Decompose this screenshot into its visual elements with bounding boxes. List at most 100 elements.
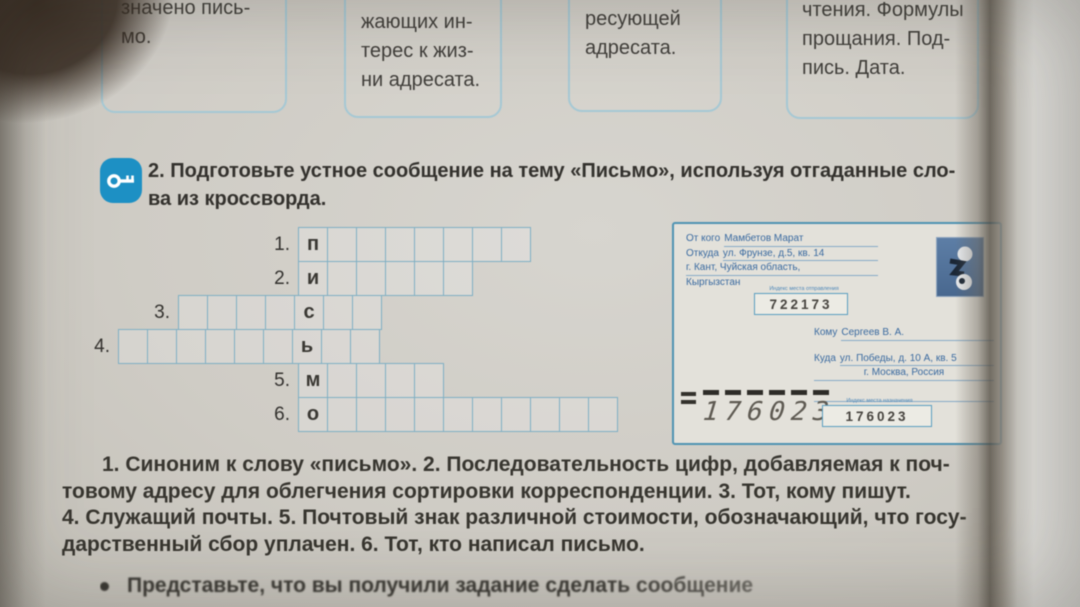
exercise-instruction: 2. Подготовьте устное сообщение на тему … — [148, 160, 956, 210]
origin-index-label: Индекс места отправления — [769, 286, 839, 292]
crossword-row: ь — [118, 329, 380, 364]
from-country-line: Кыргызстан — [686, 276, 741, 288]
crossword-cell — [236, 295, 266, 330]
crossword-row-number: 1. — [274, 234, 290, 255]
key-icon — [107, 173, 134, 188]
crossword-letter-cell: и — [298, 261, 328, 296]
crossword-cell — [443, 261, 473, 296]
origin-index-box: 722173 — [754, 293, 848, 315]
crossword: 1. п 2. и 3. с 4. ь 5. м 6. о — [94, 227, 675, 442]
to-value: Сергеев В. А. — [841, 326, 994, 341]
crossword-cell — [178, 295, 208, 330]
from-where-label: Откуда — [686, 247, 719, 259]
crossword-row: с — [178, 295, 382, 330]
crossword-cell — [327, 261, 357, 296]
crossword-cell — [501, 397, 531, 432]
crossword-cell — [350, 329, 380, 364]
crossword-row: о — [298, 397, 618, 432]
bottom-task: Представьте, что вы получили задание сде… — [100, 574, 1000, 598]
from-where-value: ул. Фрунзе, д.5, кв. 14 — [722, 247, 878, 261]
crossword-letter-cell: ь — [292, 329, 322, 364]
crossword-cell — [356, 397, 386, 432]
crossword-clues: 1. Синоним к слову «письмо». 2. Последов… — [62, 453, 967, 556]
crossword-cell — [385, 363, 415, 398]
crossword-cell — [352, 295, 382, 330]
crossword-cell — [205, 329, 235, 364]
crossword-cell — [327, 397, 357, 432]
crossword-cell — [414, 261, 444, 296]
crossword-cell — [263, 329, 293, 364]
destination-index-box: 176023 — [822, 405, 932, 427]
crossword-cell — [118, 329, 148, 364]
bullet-icon — [100, 581, 109, 591]
destination-index-zone: Индекс места назначения 176023 — [822, 398, 937, 427]
crossword-row: п — [298, 227, 531, 262]
crossword-cell — [327, 227, 357, 262]
crossword-cell — [588, 397, 618, 432]
crossword-row-number: 2. — [274, 268, 290, 289]
crossword-row-number: 5. — [274, 370, 290, 391]
handwritten-digit: 1 — [701, 390, 721, 427]
crossword-letter-cell: с — [294, 295, 324, 330]
crossword-cell — [501, 227, 531, 262]
crossword-cell — [530, 397, 560, 432]
to-city-line: г. Москва, Россия — [814, 366, 994, 381]
crossword-cell — [443, 227, 473, 262]
index-corner-mark — [681, 392, 696, 408]
crossword-cell — [472, 227, 502, 262]
crossword-cell — [207, 295, 237, 330]
crossword-cell — [176, 329, 206, 364]
from-region-line: г. Кант, Чуйская область, — [686, 261, 878, 276]
handwritten-digit: 6 — [745, 390, 765, 427]
crossword-letter-cell: м — [298, 363, 328, 398]
crossword-cell — [321, 329, 351, 364]
crossword-row-number: 3. — [154, 302, 170, 323]
crossword-cell — [414, 227, 444, 262]
crossword-cell — [414, 363, 444, 398]
origin-index-zone: Индекс места отправления 722173 — [754, 286, 854, 315]
handwritten-digit: 2 — [789, 390, 809, 427]
envelope-sender-block: От кого Мамбетов Марат Откуда ул. Фрунзе… — [686, 232, 878, 289]
handwritten-digit: 0 — [767, 390, 787, 427]
from-value: Мамбетов Марат — [724, 232, 878, 247]
to-where-label: Куда — [814, 352, 836, 364]
top-card-2: жающих ин- терес к жиз- ни адресата. — [344, 0, 502, 118]
crossword-letter-cell: о — [298, 397, 328, 432]
to-where-value: ул. Победы, д. 10 А, кв. 5 — [839, 352, 994, 366]
crossword-cell — [356, 227, 386, 262]
crossword-cell — [265, 295, 295, 330]
crossword-cell — [414, 397, 444, 432]
handwritten-digit: 7 — [723, 390, 743, 427]
crossword-letter-cell: п — [298, 227, 328, 262]
envelope-recipient-block: Кому Сергеев В. А. Куда ул. Победы, д. 1… — [814, 326, 994, 402]
top-card-4: чтения. Формулы прощания. Под- пись. Дат… — [786, 0, 979, 119]
crossword-row: м — [298, 363, 444, 398]
destination-index-label: Индекс места назначения — [846, 398, 913, 404]
top-card-3: ресующей адресата. — [568, 0, 722, 112]
crossword-cell — [385, 397, 415, 432]
crossword-cell — [327, 363, 357, 398]
empty-address-line — [814, 388, 994, 402]
crossword-cell — [385, 261, 415, 296]
from-label: От кого — [686, 233, 721, 244]
crossword-cell — [385, 227, 415, 262]
crossword-row: и — [298, 261, 473, 296]
crossword-cell — [443, 397, 473, 432]
crossword-cell — [356, 363, 386, 398]
crossword-cell — [323, 295, 353, 330]
bottom-task-text: Представьте, что вы получили задание сде… — [127, 574, 754, 597]
crossword-cell — [472, 397, 502, 432]
crossword-row-number: 6. — [274, 404, 290, 425]
top-card-2-text: жающих ин- терес к жиз- ни адресата. — [361, 11, 481, 91]
envelope: От кого Мамбетов Марат Откуда ул. Фрунзе… — [672, 222, 1002, 445]
crossword-cell — [234, 329, 264, 364]
crossword-row-number: 4. — [94, 336, 110, 357]
top-card-4-text: чтения. Формулы прощания. Под- пись. Дат… — [802, 0, 964, 79]
crossword-cell — [356, 261, 386, 296]
to-label: Кому — [814, 327, 838, 338]
crossword-cell — [559, 397, 589, 432]
top-card-3-text: ресующей адресата. — [585, 8, 681, 59]
crossword-cell — [147, 329, 177, 364]
